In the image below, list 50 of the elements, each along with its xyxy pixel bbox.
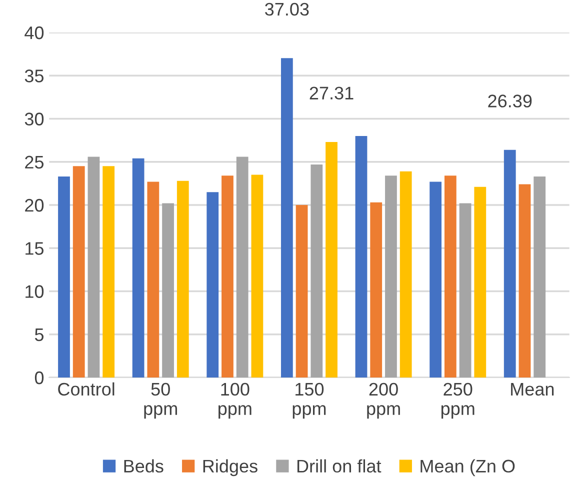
x-tick-label: Control bbox=[58, 382, 114, 396]
legend-label: Mean (Zn O bbox=[420, 459, 515, 476]
bar bbox=[132, 158, 144, 378]
bar bbox=[102, 166, 115, 378]
y-tick-label: 20 bbox=[25, 198, 44, 212]
x-tick-label: 100 ppm bbox=[218, 382, 252, 419]
y-tick-label: 40 bbox=[24, 26, 44, 40]
data-label: 37.03 bbox=[265, 2, 309, 16]
bar bbox=[280, 58, 293, 378]
bar bbox=[459, 203, 472, 378]
bar bbox=[251, 174, 264, 378]
bar bbox=[296, 205, 308, 378]
bar bbox=[400, 171, 412, 378]
bar bbox=[72, 166, 85, 378]
bar bbox=[534, 176, 546, 378]
bar bbox=[162, 203, 174, 378]
bar bbox=[206, 192, 219, 378]
x-tick-label: Mean bbox=[511, 383, 554, 396]
legend-label: Beds bbox=[124, 459, 164, 473]
y-tick-label: 0 bbox=[34, 371, 44, 384]
bar bbox=[355, 136, 368, 378]
y-tick-label: 30 bbox=[24, 112, 44, 126]
y-tick-label: 5 bbox=[34, 328, 44, 342]
bar bbox=[385, 176, 397, 378]
bar bbox=[474, 186, 486, 378]
bar bbox=[444, 176, 456, 378]
bar bbox=[310, 164, 323, 378]
bar bbox=[430, 182, 442, 378]
y-tick-label: 15 bbox=[26, 242, 44, 255]
x-tick-label: 250 ppm bbox=[441, 382, 474, 419]
bar bbox=[504, 150, 516, 378]
bar bbox=[88, 156, 100, 378]
x-tick-label: 50 ppm bbox=[144, 382, 177, 419]
data-label: 26.39 bbox=[488, 94, 532, 108]
bar bbox=[518, 184, 531, 378]
bar bbox=[176, 180, 189, 378]
y-tick-label: 25 bbox=[25, 156, 44, 169]
data-label: 27.31 bbox=[310, 86, 354, 100]
y-tick-label: 10 bbox=[26, 285, 44, 298]
bar bbox=[147, 182, 160, 378]
bar bbox=[326, 142, 338, 378]
y-tick-label: 35 bbox=[24, 70, 44, 82]
legend-label: Drill on flat bbox=[297, 459, 382, 473]
bar bbox=[236, 156, 248, 378]
x-tick-label: 200 ppm bbox=[367, 382, 400, 419]
x-tick-label: 150 ppm bbox=[292, 382, 326, 419]
legend-label: Ridges bbox=[203, 459, 258, 476]
bar bbox=[370, 202, 382, 378]
bar bbox=[222, 176, 234, 378]
bar bbox=[58, 176, 70, 378]
